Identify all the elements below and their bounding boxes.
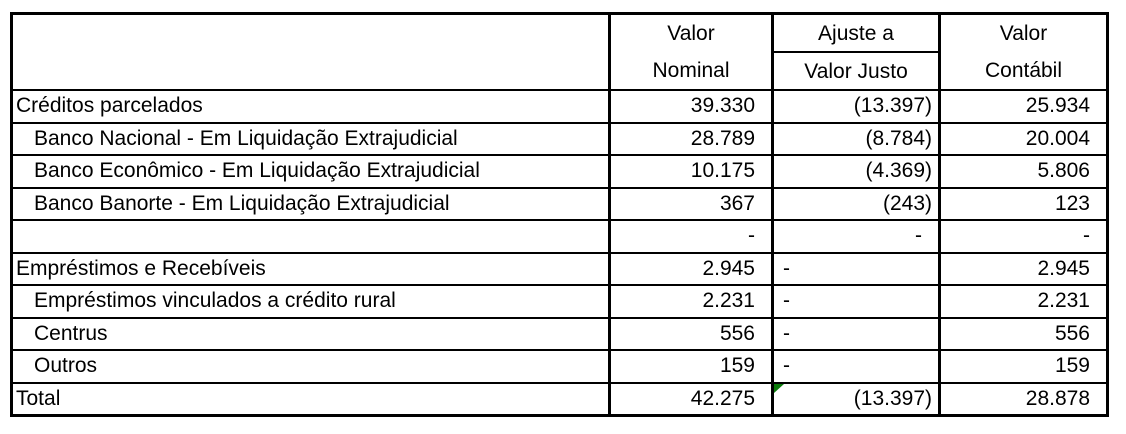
- header-valor-contabil: Valor Contábil: [938, 12, 1109, 91]
- ajuste-valor-justo-cell: (8.784): [771, 121, 941, 156]
- ajuste-valor-justo-cell: (13.397): [771, 381, 941, 417]
- header-valor-contabil-line1: Valor: [999, 22, 1048, 45]
- table-body: Créditos parcelados 39.330 (13.397) 25.9…: [10, 89, 1109, 417]
- row-label-cell: Banco Econômico - Em Liquidação Extrajud…: [10, 154, 611, 189]
- valor-nominal-cell: 10.175: [608, 154, 774, 189]
- table-row: Banco Banorte - Em Liquidação Extrajudic…: [10, 186, 1109, 221]
- table-row: Créditos parcelados 39.330 (13.397) 25.9…: [10, 89, 1109, 124]
- row-label-cell: Créditos parcelados: [10, 89, 611, 124]
- valor-contabil-cell: 20.004: [938, 121, 1109, 156]
- ajuste-valor-justo-cell: -: [771, 316, 941, 351]
- header-valor-contabil-line2: Contábil: [984, 59, 1063, 82]
- valor-contabil-cell: 5.806: [938, 154, 1109, 189]
- fair-value-adjustment-table: Valor Nominal Ajuste a Valor Contábil Va…: [10, 12, 1109, 417]
- table-header: Valor Nominal Ajuste a Valor Contábil Va…: [10, 12, 1109, 91]
- row-label-cell: Total: [10, 381, 611, 417]
- valor-nominal-cell: 28.789: [608, 121, 774, 156]
- row-label-cell: Banco Banorte - Em Liquidação Extrajudic…: [10, 186, 611, 221]
- valor-nominal-cell: 367: [608, 186, 774, 221]
- ajuste-valor-justo-cell: (4.369): [771, 154, 941, 189]
- table-row: Centrus 556 - 556: [10, 316, 1109, 351]
- valor-nominal-cell: 2.945: [608, 251, 774, 286]
- header-label-cell: [10, 12, 611, 91]
- row-label-cell: Empréstimos e Recebíveis: [10, 251, 611, 286]
- header-ajuste-line2: Valor Justo: [771, 51, 941, 91]
- valor-nominal-cell: 39.330: [608, 89, 774, 124]
- table-row: Total 42.275 (13.397) 28.878: [10, 381, 1109, 417]
- header-ajuste-line1: Ajuste a: [771, 12, 941, 53]
- header-valor-nominal: Valor Nominal: [608, 12, 774, 91]
- row-label-cell: Centrus: [10, 316, 611, 351]
- header-valor-nominal-line1: Valor: [667, 22, 715, 45]
- row-label-cell: [10, 219, 611, 254]
- valor-contabil-cell: 123: [938, 186, 1109, 221]
- valor-nominal-cell: 42.275: [608, 381, 774, 417]
- valor-contabil-cell: 25.934: [938, 89, 1109, 124]
- valor-nominal-cell: 2.231: [608, 284, 774, 319]
- valor-contabil-cell: 2.945: [938, 251, 1109, 286]
- valor-contabil-cell: 159: [938, 349, 1109, 384]
- financial-table-container: Valor Nominal Ajuste a Valor Contábil Va…: [10, 12, 1109, 417]
- table-row: Banco Econômico - Em Liquidação Extrajud…: [10, 154, 1109, 189]
- ajuste-valor-justo-cell: (243): [771, 186, 941, 221]
- header-valor-nominal-line2: Nominal: [652, 59, 730, 82]
- valor-contabil-cell: 2.231: [938, 284, 1109, 319]
- table-row: Empréstimos e Recebíveis 2.945 - 2.945: [10, 251, 1109, 286]
- ajuste-valor-justo-cell: -: [771, 219, 941, 254]
- row-label-cell: Empréstimos vinculados a crédito rural: [10, 284, 611, 319]
- valor-nominal-cell: 159: [608, 349, 774, 384]
- table-row: Banco Nacional - Em Liquidação Extrajudi…: [10, 121, 1109, 156]
- table-row: Empréstimos vinculados a crédito rural 2…: [10, 284, 1109, 319]
- table-row: - - -: [10, 219, 1109, 254]
- ajuste-valor-justo-cell: (13.397): [771, 89, 941, 124]
- valor-contabil-cell: 28.878: [938, 381, 1109, 417]
- valor-contabil-cell: 556: [938, 316, 1109, 351]
- table-row: Outros 159 - 159: [10, 349, 1109, 384]
- row-label-cell: Outros: [10, 349, 611, 384]
- ajuste-valor-justo-cell: -: [771, 349, 941, 384]
- ajuste-valor-justo-cell: -: [771, 284, 941, 319]
- excel-error-marker-icon: [775, 384, 784, 393]
- ajuste-valor-justo-cell: -: [771, 251, 941, 286]
- valor-nominal-cell: 556: [608, 316, 774, 351]
- valor-contabil-cell: -: [938, 219, 1109, 254]
- valor-nominal-cell: -: [608, 219, 774, 254]
- row-label-cell: Banco Nacional - Em Liquidação Extrajudi…: [10, 121, 611, 156]
